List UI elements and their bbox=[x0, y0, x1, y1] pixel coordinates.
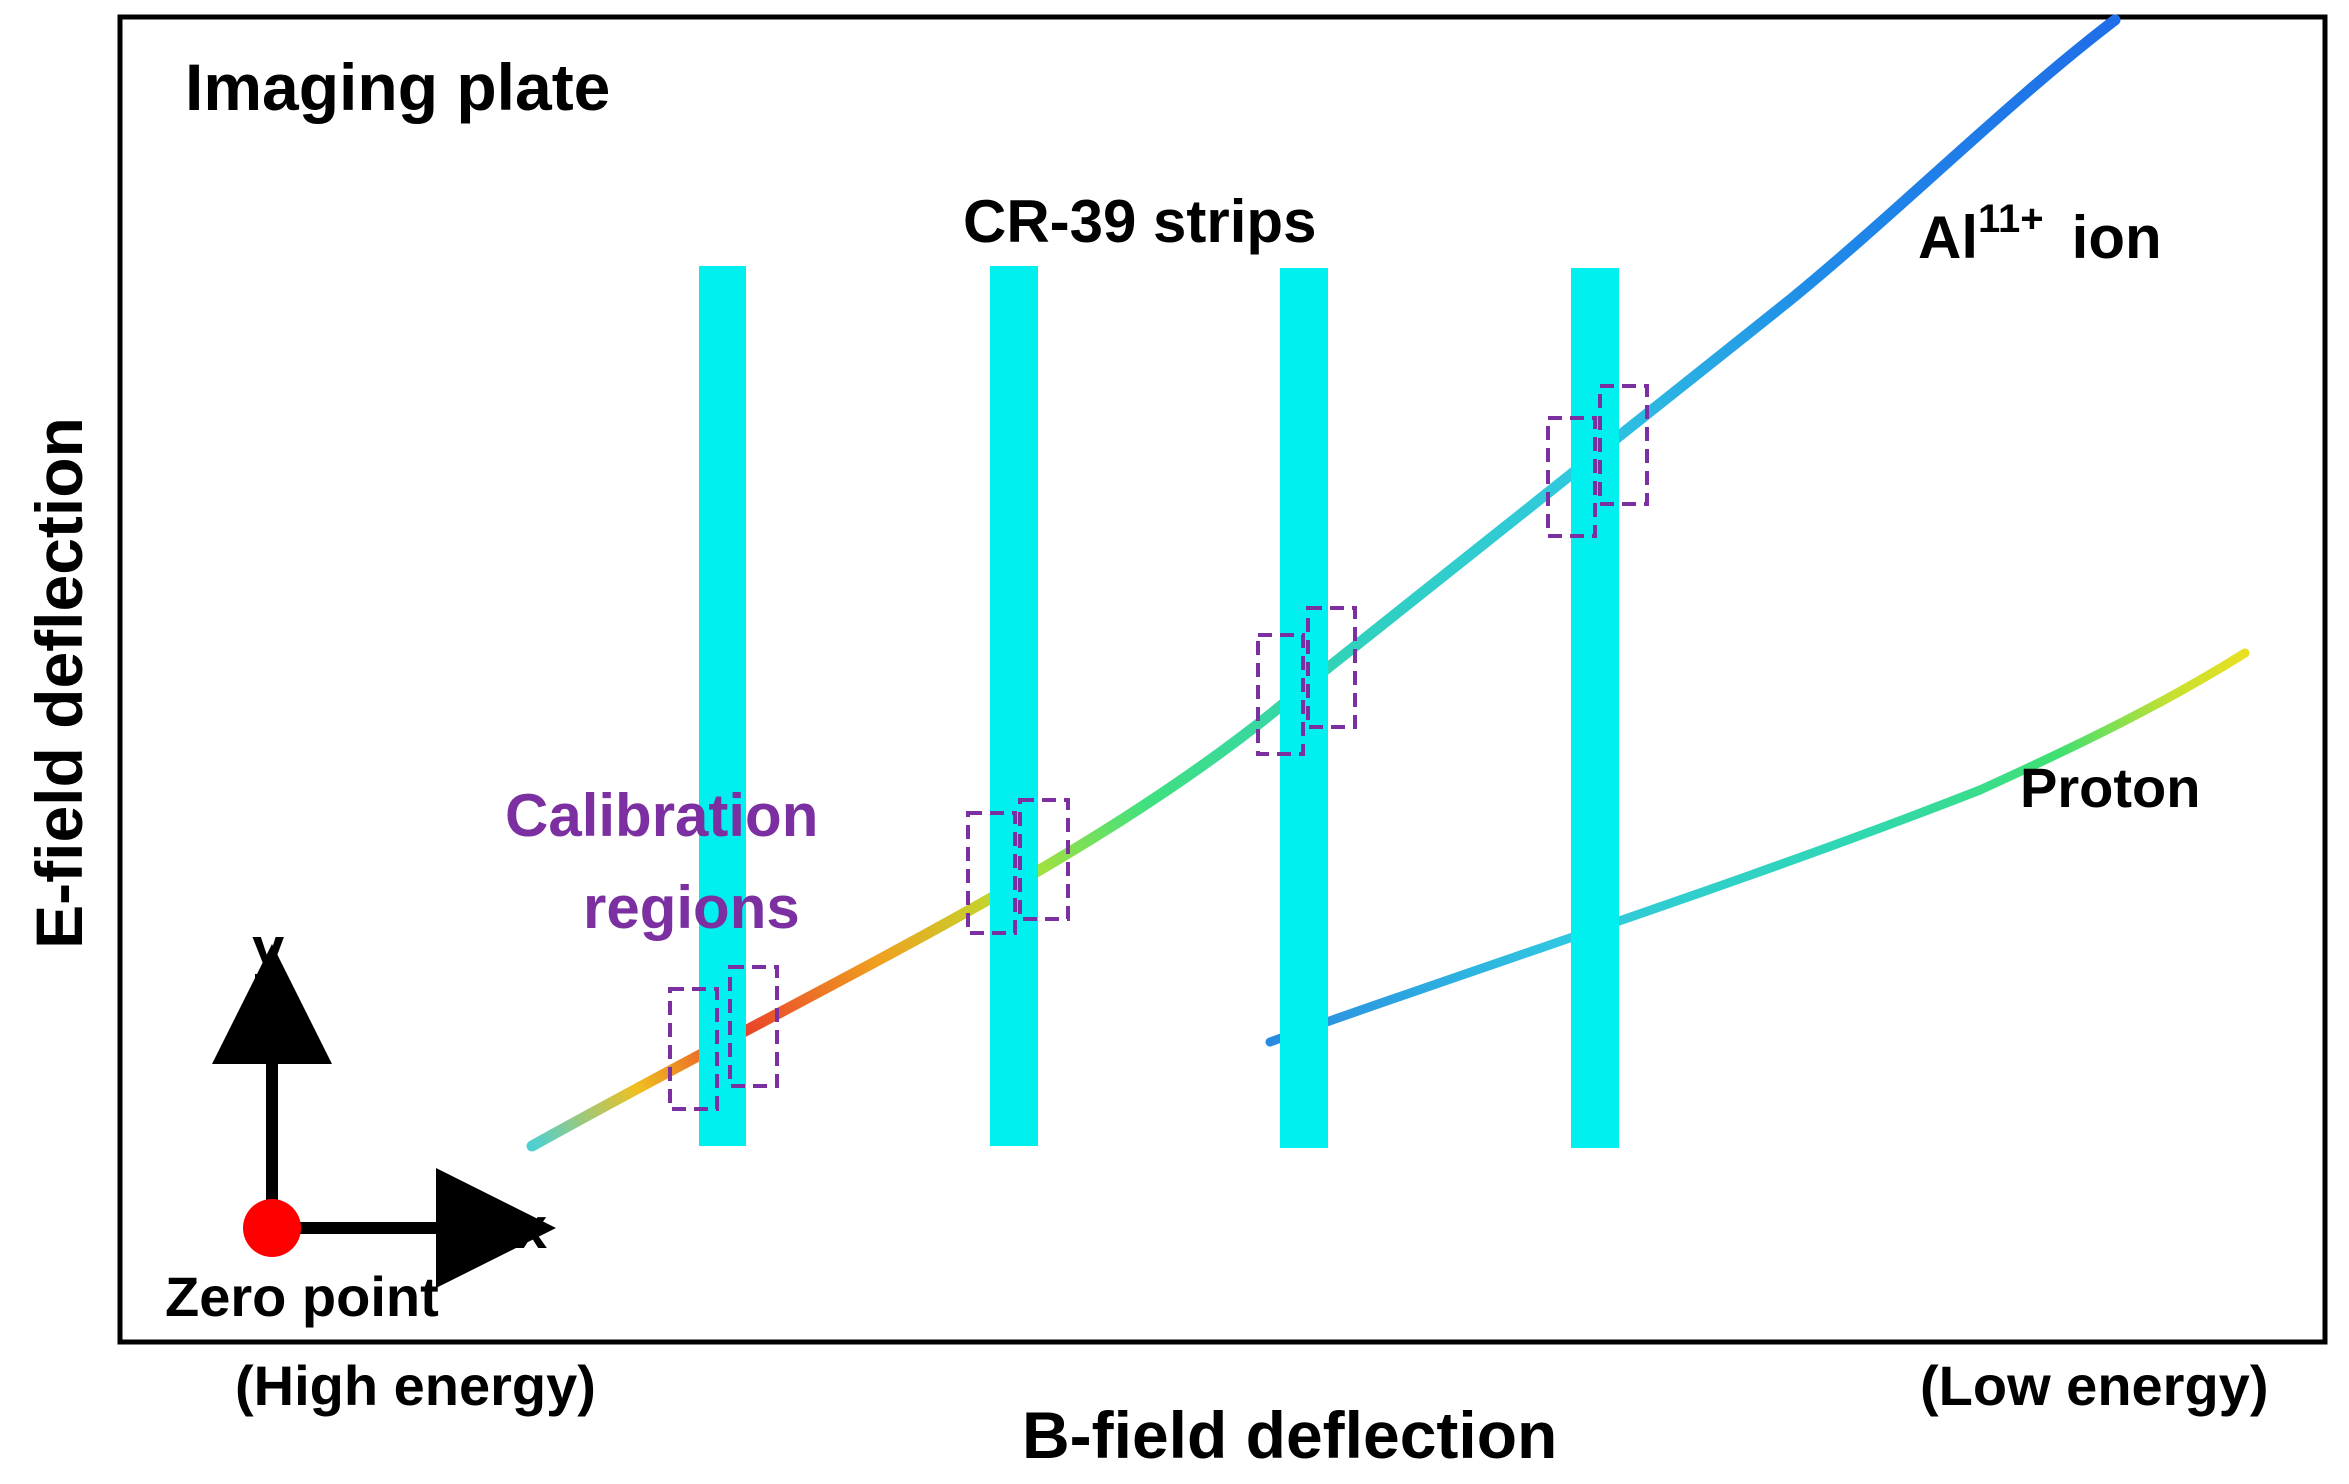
cr39-strip-2 bbox=[990, 266, 1038, 1146]
cr39-label: CR-39 strips bbox=[963, 188, 1316, 255]
cr39-strip-4 bbox=[1571, 268, 1619, 1148]
low-energy-label: (Low energy) bbox=[1920, 1354, 2268, 1417]
x-axis-letter: x bbox=[515, 1196, 547, 1261]
x-axis-title: B-field deflection bbox=[1022, 1398, 1557, 1472]
calibration-region-4 bbox=[1546, 384, 1649, 538]
cr39-strip-1 bbox=[699, 266, 746, 1146]
calibration-region-1 bbox=[668, 965, 779, 1111]
ion-species: Al bbox=[1918, 204, 1978, 271]
ion-label: Al11+ ion bbox=[1918, 197, 2162, 271]
calibration-region-2 bbox=[966, 798, 1070, 935]
y-axis-letter: y bbox=[252, 916, 284, 981]
zero-point-label: Zero point bbox=[165, 1265, 439, 1328]
high-energy-label: (High energy) bbox=[235, 1354, 596, 1417]
ion-word: ion bbox=[2072, 204, 2162, 271]
calibration-label-line1: Calibration bbox=[505, 782, 818, 849]
calibration-region-3 bbox=[1256, 606, 1357, 756]
al-ion-track bbox=[526, 14, 2121, 1152]
proton-track bbox=[1265, 648, 2250, 1047]
plate-title: Imaging plate bbox=[185, 50, 610, 124]
proton-label: Proton bbox=[2020, 756, 2200, 819]
imaging-plate-frame bbox=[117, 14, 2328, 1345]
zero-point-dot bbox=[243, 1199, 301, 1257]
calibration-label-line2: regions bbox=[583, 874, 800, 941]
y-axis-title: E-field deflection bbox=[22, 417, 96, 949]
ion-charge: 11+ bbox=[1978, 197, 2044, 241]
